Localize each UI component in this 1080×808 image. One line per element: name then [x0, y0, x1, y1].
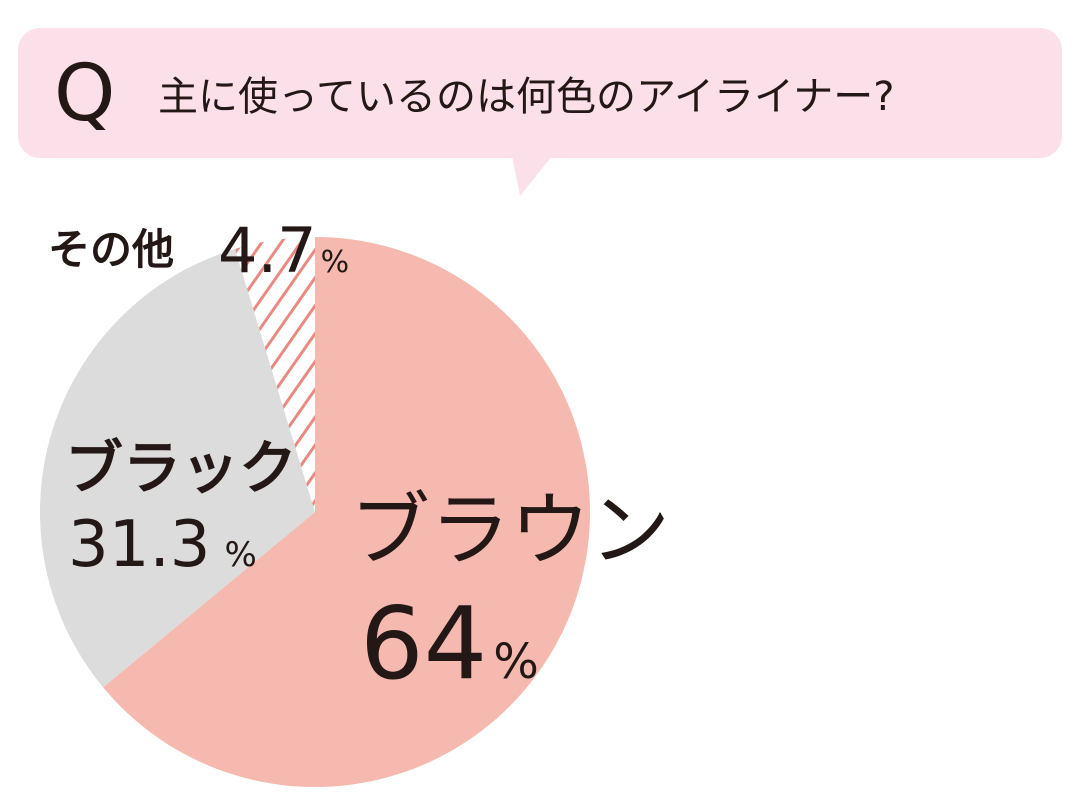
- value-number: 4.7: [218, 214, 317, 287]
- question-bubble: Q 主に使っているのは何色のアイライナー?: [18, 28, 1062, 196]
- value-unit: %: [493, 634, 539, 690]
- slice-label: その他: [48, 225, 174, 274]
- value-number: 64: [360, 585, 487, 702]
- value-label: 4.7%: [218, 214, 349, 287]
- pie-slice: [39, 248, 316, 688]
- bubble-tail: [512, 156, 552, 196]
- bubble-body: [18, 28, 1062, 158]
- value-number: 31.3: [68, 508, 211, 582]
- value-label: 31.3%: [68, 508, 257, 582]
- pie: [39, 237, 590, 787]
- slice-label: ブラウン: [350, 484, 670, 577]
- question-mark: Q: [54, 49, 115, 139]
- value-unit: %: [225, 535, 257, 575]
- value-unit: %: [321, 245, 350, 280]
- pie-slice: [234, 237, 315, 512]
- value-label: 64%: [360, 585, 539, 702]
- chart-title: 主に使っているのは何色のアイライナー?: [158, 74, 894, 120]
- pie-slice: [103, 237, 590, 787]
- slice-label: ブラック: [65, 434, 297, 502]
